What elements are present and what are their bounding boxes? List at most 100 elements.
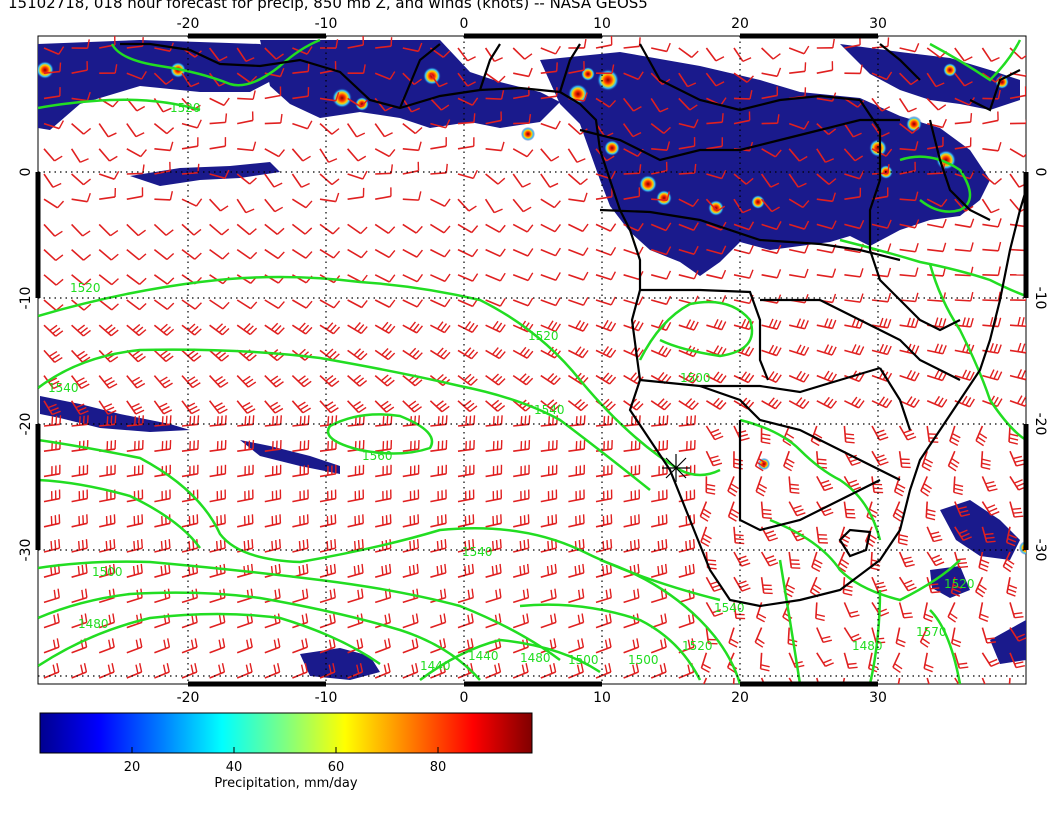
wind-barb-flag: [903, 429, 913, 434]
lon-tick-label: 20: [731, 690, 749, 706]
wind-barb-flag: [988, 691, 997, 693]
wind-barb: [43, 324, 57, 337]
wind-barb-flag: [386, 415, 389, 425]
wind-barb-flag: [438, 82, 448, 88]
wind-barb-flag: [633, 540, 636, 550]
wind-barb-flag: [418, 415, 420, 425]
wind-barb: [650, 223, 667, 232]
wind-barb-flag: [445, 415, 448, 425]
wind-barb-flag: [471, 225, 479, 233]
wind-barb-flag: [978, 583, 987, 591]
wind-barb-flag: [583, 415, 586, 425]
wind-barb-flag: [894, 491, 903, 497]
wind-barb-flag: [970, 318, 974, 328]
wind-barb-flag: [803, 374, 810, 383]
lat-tick-label: 0: [1032, 168, 1048, 177]
wind-barb-flag: [273, 182, 283, 188]
wind-barb-flag: [606, 155, 615, 162]
wind-barb: [319, 448, 336, 452]
wind-barb-flag: [58, 539, 61, 549]
wind-barb: [430, 248, 446, 258]
wind-barb: [947, 602, 956, 618]
wind-barb: [982, 274, 999, 277]
wind-barb-flag: [381, 348, 389, 356]
wind-barb-flag: [194, 328, 202, 336]
wind-barb: [98, 596, 115, 604]
wind-barb-flag: [663, 126, 671, 134]
wind-barb-flag: [302, 540, 305, 550]
wind-barb-flag: [53, 589, 57, 599]
wind-barb: [319, 198, 336, 203]
wind-barb-flag: [134, 353, 144, 360]
wind-barb: [375, 522, 391, 528]
wind-barb-flag: [444, 325, 451, 334]
wind-barb-flag: [728, 516, 737, 522]
wind-barb-flag: [688, 614, 691, 624]
wind-barb-flag: [84, 613, 88, 623]
wind-barb-flag: [277, 663, 281, 673]
wind-barb: [98, 375, 110, 389]
wind-barb-flag: [197, 163, 200, 173]
wind-barb-flag: [757, 613, 767, 619]
wind-barb-flag: [83, 254, 92, 261]
wind-barb-flag: [441, 405, 450, 413]
wind-barb: [678, 172, 695, 175]
wind-barb-flag: [986, 641, 996, 644]
wind-barb-flag: [851, 461, 861, 466]
wind-barb-flag: [492, 320, 499, 330]
wind-barb-flag: [441, 415, 444, 425]
wind-barb-flag: [224, 169, 230, 179]
contour-label: 1480: [520, 651, 551, 665]
contour-label: 1540: [534, 403, 565, 417]
wind-barb-flag: [790, 487, 800, 490]
wind-barb: [927, 145, 944, 150]
wind-barb-flag: [112, 613, 116, 623]
wind-barb-flag: [495, 349, 503, 357]
wind-barb-flag: [412, 323, 420, 332]
wind-barb-flag: [981, 462, 991, 466]
wind-barb-flag: [665, 322, 672, 331]
wind-barb-flag: [951, 457, 960, 465]
wind-barb-flag: [55, 330, 64, 337]
wind-barb-flag: [55, 278, 64, 286]
wind-barb: [430, 671, 446, 679]
wind-barb-flag: [748, 221, 755, 230]
wind-barb-flag: [1012, 507, 1022, 511]
wind-barb-flag: [381, 566, 384, 576]
wind-barb-flag: [499, 324, 506, 333]
wind-barb-flag: [850, 483, 860, 488]
wind-barb: [430, 172, 447, 175]
wind-barb-flag: [855, 345, 861, 354]
wind-barb-flag: [330, 540, 333, 550]
wind-barb-flag: [526, 224, 534, 233]
wind-barb-flag: [942, 318, 947, 328]
wind-barb: [650, 596, 667, 604]
wind-barb: [623, 646, 639, 654]
wind-barb-flag: [362, 64, 366, 74]
wind-barb-flag: [1012, 455, 1023, 460]
wind-barb-flag: [132, 566, 136, 576]
wind-barb-flag: [241, 402, 251, 408]
wind-barb-flag: [970, 291, 974, 302]
wind-barb: [153, 223, 167, 236]
wind-barb-flag: [828, 128, 837, 135]
wind-barb: [181, 621, 198, 629]
wind-barb-flag: [969, 398, 975, 408]
wind-barb-flag: [1018, 637, 1026, 642]
wind-barb-flag: [307, 62, 310, 72]
wind-barb-flag: [803, 45, 810, 55]
wind-barb-flag: [78, 416, 81, 426]
wind-barb: [568, 646, 584, 654]
wind-barb-flag: [935, 561, 945, 567]
wind-barb-flag: [104, 324, 113, 331]
wind-barb-flag: [105, 406, 115, 412]
wind-barb-flag: [553, 613, 557, 623]
wind-barb-flag: [765, 555, 775, 560]
wind-barb-flag: [775, 374, 782, 383]
wind-barb: [1008, 677, 1011, 684]
wind-barb-flag: [741, 562, 751, 567]
wind-barb: [733, 248, 750, 255]
wind-barb-flag: [776, 244, 782, 254]
wind-barb-flag: [547, 346, 554, 355]
wind-barb-flag: [908, 107, 917, 113]
